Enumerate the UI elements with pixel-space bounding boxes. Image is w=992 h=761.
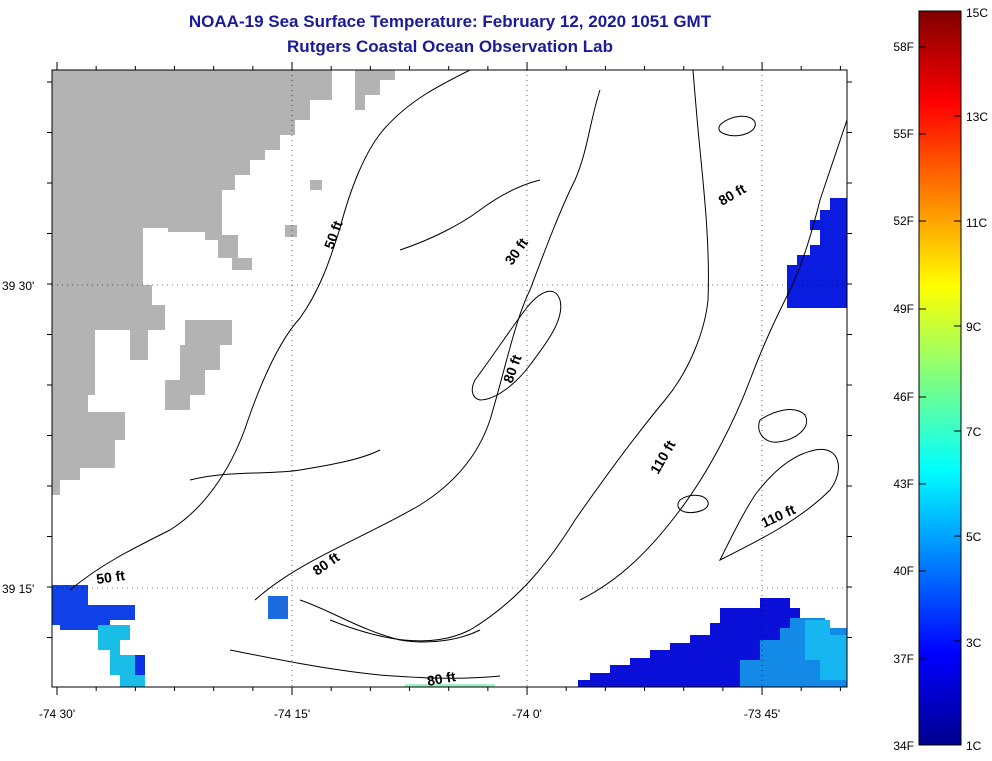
colorbar-c-label: 3C [966,636,982,650]
depth-contour [579,119,847,601]
contour-label: 50 ft [321,218,346,251]
colorbar-f-label: 34F [893,739,914,753]
colorbar-c-label: 9C [966,320,982,334]
depth-contour [471,290,562,401]
colorbar-c-label: 1C [966,739,982,753]
depth-contour [189,449,381,481]
contour-label: 80 ft [426,668,457,689]
depth-contour [399,179,541,251]
colorbar-f-label: 37F [893,652,914,666]
colorbar-c-labels: 15C 13C 11C 9C 7C 5C 3C 1C [966,6,988,753]
land-patch [285,225,297,237]
depth-contour [718,448,839,562]
contour-label: 30 ft [501,235,531,268]
lon-label: -73 45' [744,707,780,721]
land-patch [310,180,322,190]
lat-axis-labels: 39 30' 39 15' [2,279,34,596]
page-title: NOAA-19 Sea Surface Temperature: Februar… [188,12,712,31]
depth-contour [69,70,471,591]
lat-label: 39 15' [2,582,34,596]
sst-patch-sw-cyan [98,625,145,687]
land-patch [165,320,232,410]
colorbar-ticks [919,46,961,660]
sst-patch-se-cyan [805,620,847,680]
contour-label: 80 ft [716,180,749,208]
colorbar-c-label: 7C [966,425,982,439]
map-frame [51,69,848,688]
colorbar-c-label: 15C [966,6,988,20]
land-patch [355,70,395,110]
colorbar-f-label: 49F [893,302,914,316]
contour-label: 80 ft [310,549,343,579]
contour-label: 110 ft [647,437,679,476]
colorbar-f-label: 40F [893,564,914,578]
contour-label: 50 ft [95,567,126,587]
colorbar-f-label: 58F [893,40,914,54]
sst-strip-green [405,684,495,687]
depth-contour [254,89,601,601]
colorbar-f-label: 52F [893,214,914,228]
lon-label: -74 15' [274,707,310,721]
sst-patch-sw [52,585,135,630]
land-mass [52,70,332,495]
depth-contour [229,649,501,679]
colorbar-f-label: 55F [893,127,914,141]
contour-label: 80 ft [500,352,525,385]
contour-labels: 50 ft 30 ft 80 ft 80 ft 110 ft 110 ft 50… [95,180,798,689]
sst-patch-ne [787,198,847,308]
colorbar-c-label: 5C [966,530,982,544]
colorbar-c-label: 13C [966,110,988,124]
colorbar-f-labels: 58F 55F 52F 49F 46F 43F 40F 37F 34F [893,40,914,753]
axis-ticks [47,62,852,695]
colorbar [918,10,962,746]
page-subtitle: Rutgers Coastal Ocean Observation Lab [287,37,613,56]
lon-label: -74 30' [39,707,75,721]
colorbar-c-label: 11C [966,216,987,230]
colorbar-f-label: 43F [893,477,914,491]
sst-pixel [135,655,145,675]
depth-contour [758,409,808,443]
colorbar-f-label: 46F [893,390,914,404]
lon-label: -74 0' [512,707,542,721]
contour-label: 110 ft [759,501,799,531]
lon-axis-labels: -74 30' -74 15' -74 0' -73 45' [39,707,780,721]
depth-contour [677,494,709,513]
depth-contour [299,599,481,643]
lat-label: 39 30' [2,279,34,293]
depth-contour [329,70,709,642]
sst-pixel [268,596,288,619]
depth-contour [718,115,756,137]
